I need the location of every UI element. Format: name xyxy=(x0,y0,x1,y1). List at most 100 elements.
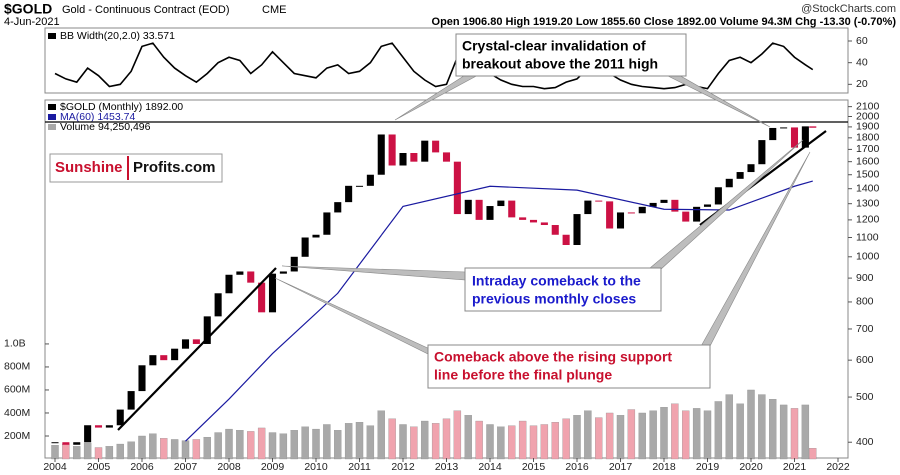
y-tick-label: 2100 xyxy=(856,100,880,112)
candle xyxy=(225,274,233,294)
candle xyxy=(301,237,309,257)
legend-swatch xyxy=(48,104,56,110)
annotation-text: previous monthly closes xyxy=(472,291,636,307)
y-tick-label: 1800 xyxy=(856,132,880,144)
logo-box xyxy=(49,153,223,183)
volume-bar xyxy=(551,422,559,460)
volume-bar xyxy=(508,425,516,460)
candle xyxy=(51,442,59,444)
candle xyxy=(410,153,418,162)
candle xyxy=(432,140,440,153)
candle xyxy=(160,355,168,361)
volume-bar xyxy=(203,436,211,460)
volume-bar xyxy=(595,417,603,460)
volume-bar xyxy=(497,426,505,460)
arrows xyxy=(274,69,811,357)
x-tick-label: 2010 xyxy=(304,461,328,473)
volume-bar xyxy=(355,422,364,460)
candle xyxy=(127,391,135,410)
x-tick-label: 2019 xyxy=(696,461,720,473)
y-tick-label: 400M xyxy=(4,407,30,419)
candle xyxy=(323,212,331,235)
annotation-text: Comeback above the rising support xyxy=(434,349,672,365)
candle xyxy=(703,204,712,207)
volume-bar xyxy=(127,441,135,460)
y-tick-label: 1900 xyxy=(856,121,880,133)
x-tick-label: 2020 xyxy=(739,461,763,473)
y-tick-label: 500 xyxy=(856,391,874,403)
candle xyxy=(573,214,581,245)
volume-bar xyxy=(323,424,331,460)
candle xyxy=(258,282,266,313)
candle xyxy=(247,271,255,283)
annotation-box xyxy=(427,344,711,389)
y-tick-label: 1300 xyxy=(856,197,880,209)
y-tick-label: 1600 xyxy=(856,155,880,167)
y-tick-label: 900 xyxy=(856,272,874,284)
indicator-panel xyxy=(44,27,849,94)
candle xyxy=(388,134,396,166)
y-tick-label: 700 xyxy=(856,323,874,335)
volume-bar xyxy=(682,410,690,460)
candle xyxy=(649,202,657,207)
x-tick-label: 2004 xyxy=(43,461,67,473)
candle xyxy=(606,201,614,229)
candle xyxy=(312,234,320,238)
annotation: Crystal-clear invalidation of breakout a… xyxy=(455,33,687,77)
candle xyxy=(94,425,103,428)
y-tick-label: 1700 xyxy=(856,143,880,155)
y-tick-label: 1400 xyxy=(856,182,880,194)
annotation-text: line before the final plunge xyxy=(434,367,612,383)
candle xyxy=(464,199,472,215)
y-tick-label: 1200 xyxy=(856,214,880,226)
y-tick-label: 40 xyxy=(856,56,868,68)
volume-bar xyxy=(366,425,375,460)
x-tick-label: 2012 xyxy=(391,461,415,473)
candle xyxy=(355,185,364,187)
volume-bar xyxy=(116,443,124,460)
x-tick-label: 2013 xyxy=(435,461,459,473)
volume-bar xyxy=(268,432,277,460)
candle xyxy=(595,200,603,202)
volume-bar xyxy=(518,420,527,460)
candle xyxy=(497,200,505,207)
candle xyxy=(334,202,342,213)
y-tick-label: 600M xyxy=(4,384,30,396)
candle xyxy=(769,127,777,141)
volume-bar xyxy=(62,443,70,460)
volume-bar xyxy=(344,423,353,460)
x-tick-label: 2018 xyxy=(652,461,676,473)
volume-bar xyxy=(301,426,309,460)
volume-bar xyxy=(605,412,614,460)
volume-bar xyxy=(725,394,733,460)
candle xyxy=(290,256,298,272)
volume-bar xyxy=(464,415,472,460)
quote: Open 1906.80 High 1919.20 Low 1855.60 Cl… xyxy=(432,16,897,28)
candle xyxy=(268,273,277,313)
volume-bar xyxy=(801,404,810,460)
y-tick-label: 1100 xyxy=(856,231,879,243)
volume-bar xyxy=(138,435,146,460)
y-tick-label: 2000 xyxy=(856,110,880,122)
volume-bar xyxy=(247,431,255,460)
volume-bar xyxy=(51,445,59,460)
candle xyxy=(62,442,70,445)
annotation: Intraday comeback to the previous monthl… xyxy=(464,267,662,312)
volume-bar xyxy=(692,408,701,460)
volume-bar xyxy=(236,430,244,460)
volume-bar xyxy=(290,430,298,460)
candle xyxy=(442,152,451,162)
annotation: Comeback above the rising support line b… xyxy=(427,344,711,389)
x-tick-label: 2015 xyxy=(522,461,546,473)
logo-text: Sunshine xyxy=(55,159,123,176)
y-tick-label: 1500 xyxy=(856,169,880,181)
volume-bar xyxy=(105,446,114,460)
candle xyxy=(519,217,527,220)
volume-bar xyxy=(149,433,157,460)
instrument-name: Gold - Continuous Contract (EOD) xyxy=(62,4,230,16)
x-tick-label: 2009 xyxy=(261,461,285,473)
candle xyxy=(540,222,548,226)
volume-bar xyxy=(410,426,418,460)
candle xyxy=(105,425,113,428)
volume-bar xyxy=(540,424,549,460)
